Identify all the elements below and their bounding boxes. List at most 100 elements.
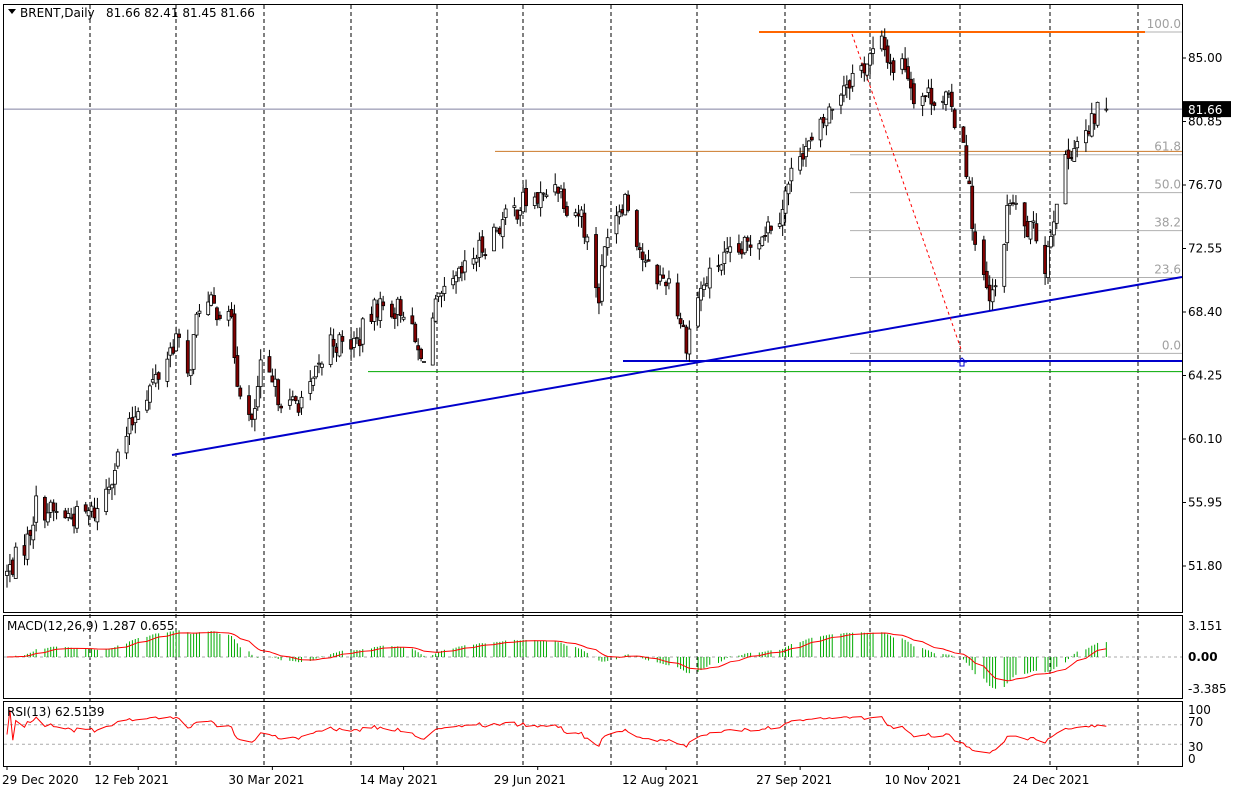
date-label: 24 Dec 2021 (1013, 773, 1090, 787)
candle-body (314, 365, 318, 378)
fib-label: 100.0 (1147, 17, 1181, 31)
date-label: 10 Nov 2021 (884, 773, 961, 787)
fib-connector (851, 33, 963, 353)
candle-body (970, 185, 975, 229)
candle-body (255, 386, 260, 408)
candle-body (308, 381, 313, 394)
candle-body (416, 345, 421, 351)
date-label: 14 May 2021 (360, 773, 438, 787)
candle-body (742, 236, 747, 254)
candle-body (719, 264, 724, 271)
candle-body (503, 208, 508, 218)
macd-label: MACD(12,26,9) 1.287 0.655 (7, 619, 174, 633)
candle-body (174, 333, 179, 352)
price-tick-label: 68.40 (1188, 305, 1222, 319)
candle-body (13, 546, 18, 579)
candle-body (512, 205, 517, 208)
candle-body (1046, 246, 1050, 278)
candle-body (34, 495, 39, 523)
candle-body (702, 284, 706, 290)
candle-body (1031, 220, 1036, 223)
current-price-label: 81.66 (1188, 103, 1222, 117)
candle-body (952, 109, 957, 128)
rsi-tick-label: 100 (1188, 703, 1211, 717)
candle-body (769, 225, 773, 231)
candle-body (340, 336, 345, 342)
candle-body (25, 533, 30, 560)
rsi-tick-label: 0 (1188, 752, 1196, 766)
candle-body (760, 236, 765, 246)
rsi-pane-frame (3, 701, 1183, 767)
candle-body (401, 316, 406, 320)
header-symbol: BRENT,Daily (20, 6, 95, 20)
fib-label: 50.0 (1154, 178, 1181, 192)
macd-tick-label: -3.385 (1188, 682, 1227, 696)
candle-body (398, 299, 403, 316)
candle-body (967, 180, 972, 185)
candle-body (882, 37, 887, 51)
candle-body (360, 318, 365, 345)
candle-body (786, 183, 791, 195)
current-price-badge (1183, 101, 1231, 118)
candle-body (973, 231, 978, 245)
candle-body (392, 313, 397, 319)
candle-body (1022, 202, 1027, 227)
candle-body (678, 318, 683, 325)
candle-body (1066, 149, 1071, 159)
date-label: 12 Feb 2021 (94, 773, 169, 787)
candle-body (737, 243, 741, 253)
price-tick-label: 64.25 (1188, 369, 1222, 383)
header-ohlc: 81.66 82.41 81.45 81.66 (106, 6, 255, 20)
candle-body (83, 504, 88, 512)
candle-body (206, 301, 211, 315)
fib-label: 61.8 (1154, 140, 1181, 154)
date-label: 29 Jun 2021 (494, 773, 566, 787)
candle-body (232, 313, 237, 359)
candle-body (640, 251, 645, 260)
candle-body (1054, 203, 1059, 224)
arrow-up-icon (956, 357, 968, 367)
macd-indicator (4, 630, 1182, 689)
candle-body (110, 484, 114, 489)
candle-body (562, 188, 566, 210)
candle-body (923, 95, 928, 98)
drawn-lines (4, 31, 1183, 456)
candle-body (267, 356, 272, 373)
candle-body (276, 379, 281, 406)
candle-body (1072, 148, 1077, 162)
candle-body (804, 145, 808, 158)
candle-body (145, 399, 149, 411)
candle-body (191, 334, 196, 370)
candle-body (655, 264, 660, 285)
candle-body (524, 188, 528, 207)
candle-body (827, 106, 832, 124)
candle-body (637, 247, 642, 251)
candle-body (247, 395, 251, 415)
candle-body (614, 215, 619, 235)
candle-body (1049, 235, 1053, 248)
candle-body (311, 377, 316, 386)
candle-body (1051, 221, 1056, 236)
candle-body (605, 237, 610, 248)
candle-body (1104, 108, 1109, 111)
candle-body (317, 362, 321, 365)
candle-body (518, 210, 523, 216)
candle-body (763, 235, 768, 237)
header-collapse-icon[interactable] (8, 9, 16, 14)
price-tick-label: 80.85 (1188, 115, 1222, 129)
candle-body (984, 270, 989, 289)
candle-body (45, 512, 50, 523)
candle-body (156, 372, 161, 380)
rsi-tick-label: 30 (1188, 740, 1203, 754)
candle-body (944, 91, 948, 105)
candle-body (745, 237, 750, 242)
candle-body (661, 274, 665, 279)
candle-body (675, 282, 680, 317)
candle-body (564, 206, 569, 216)
candle-body (1063, 154, 1068, 205)
candle-body (474, 257, 479, 263)
candle-body (194, 313, 199, 336)
candle-body (1002, 244, 1007, 287)
candle-body (594, 234, 598, 289)
candle-body (961, 126, 966, 143)
